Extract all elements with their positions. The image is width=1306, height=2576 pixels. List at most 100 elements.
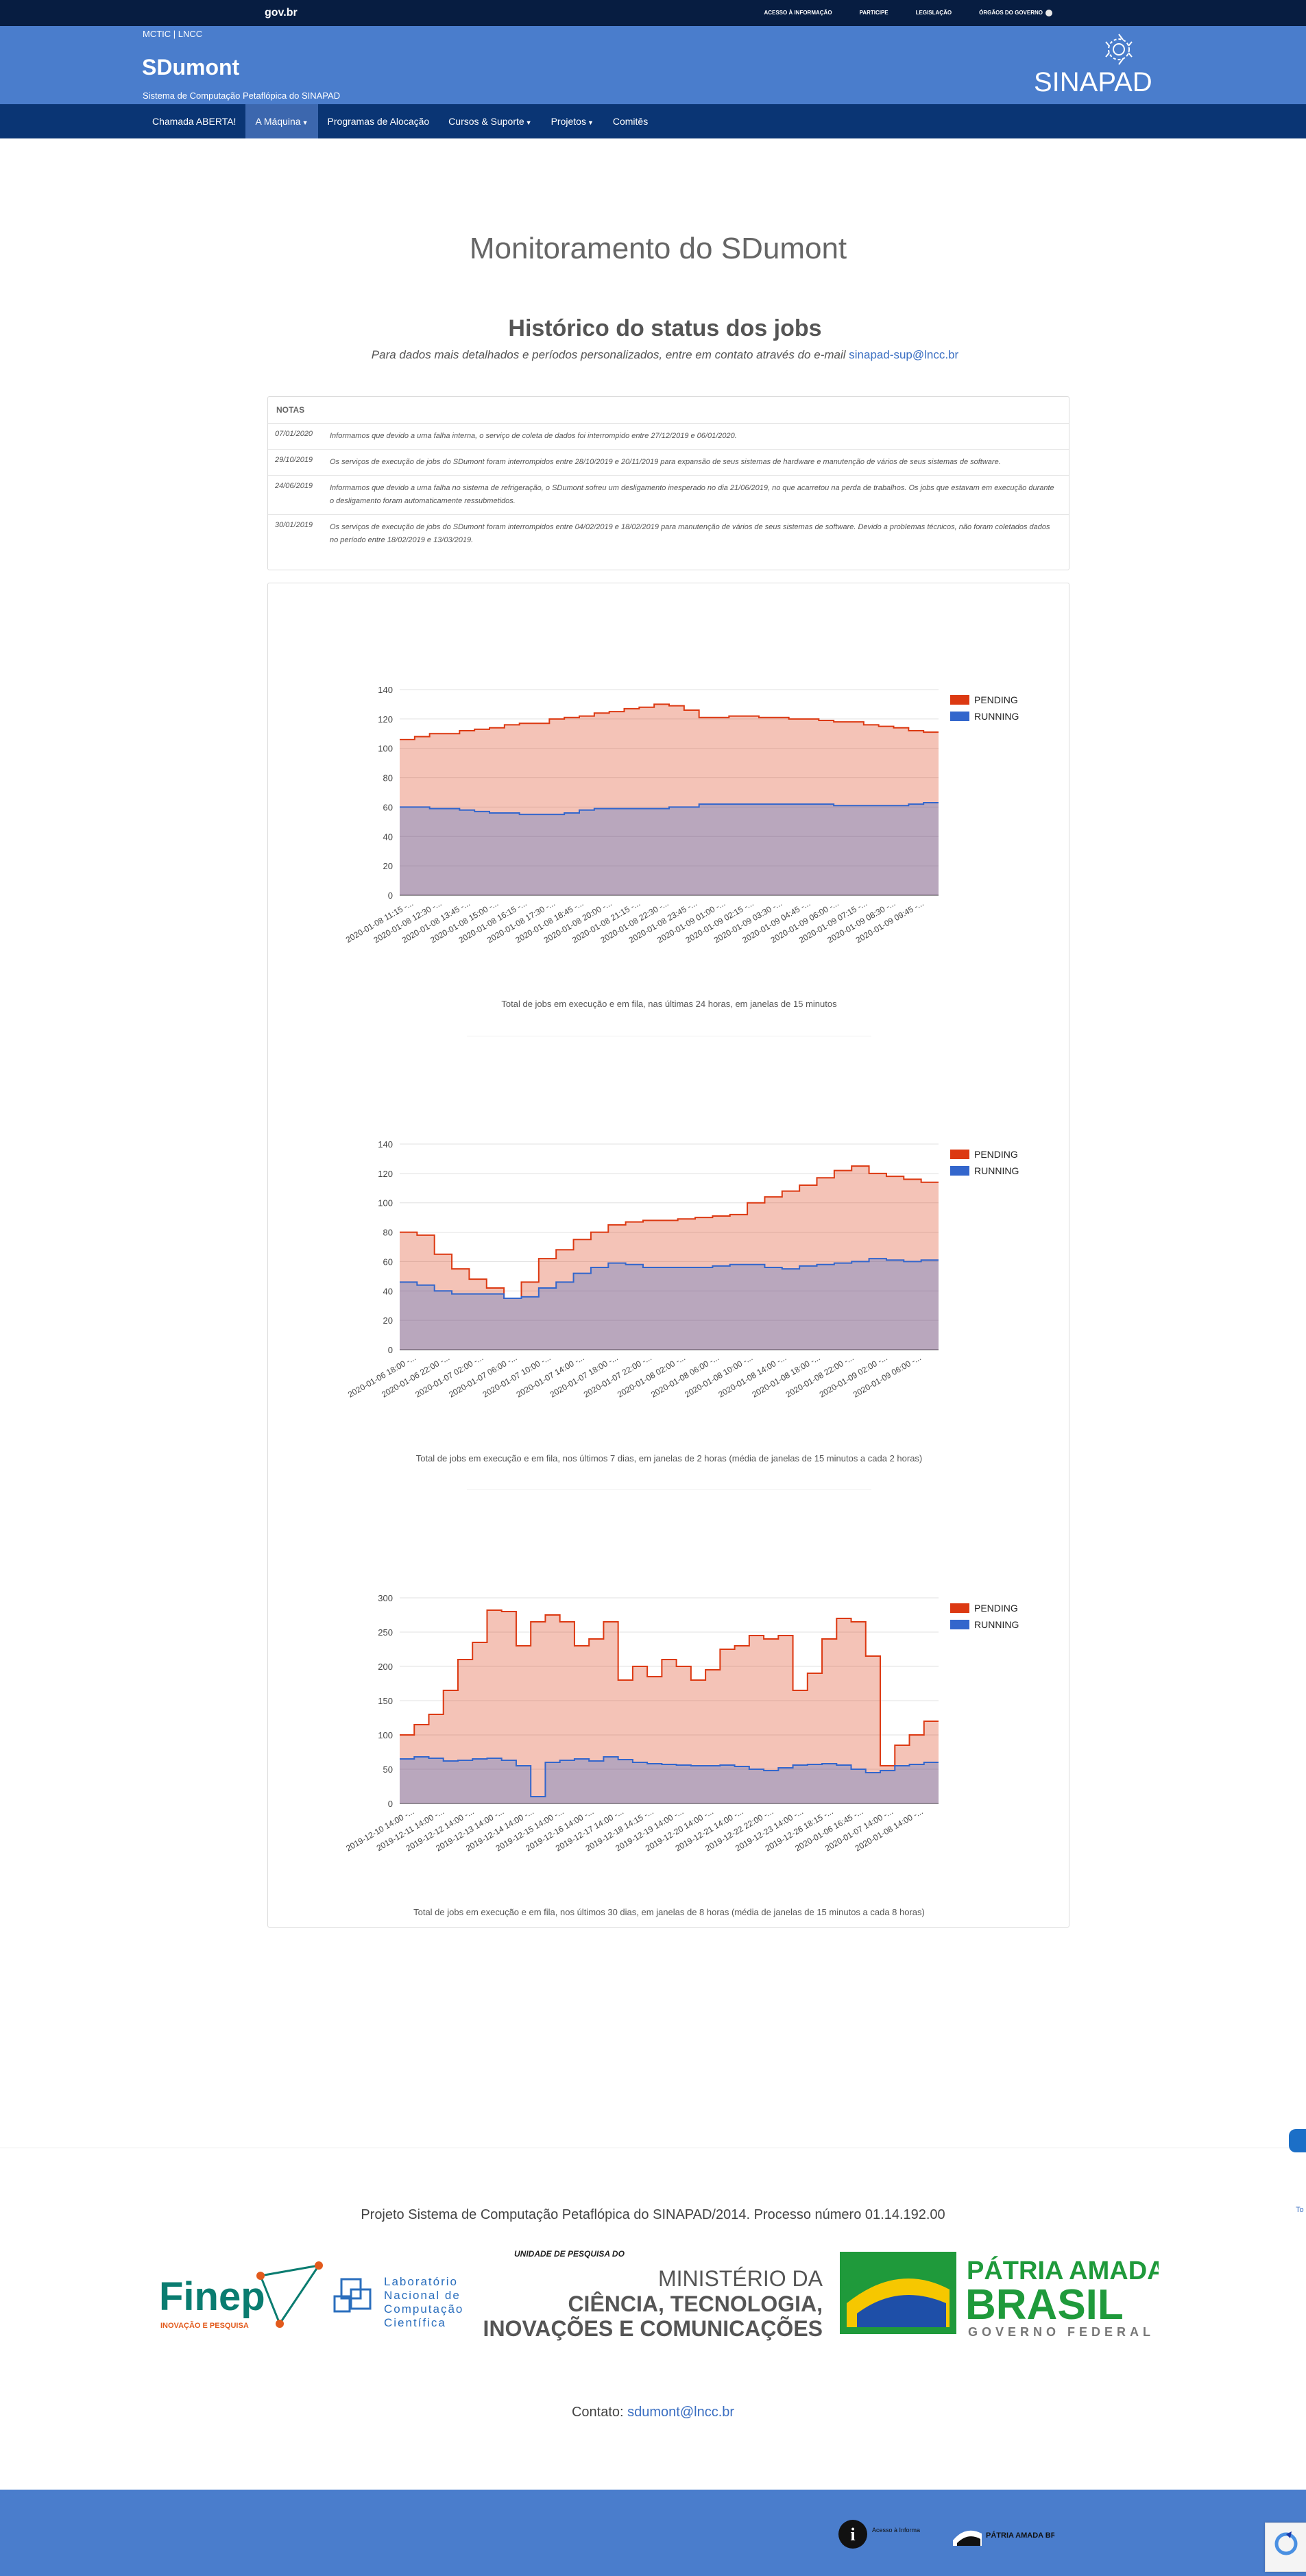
- lncc-line-2: Nacional de: [384, 2289, 461, 2302]
- page-title: Monitoramento do SDumont: [469, 232, 847, 265]
- gov-link-orgaos[interactable]: ÓRGÃOS DO GOVERNO: [979, 10, 1052, 16]
- caret-down-icon: ▼: [302, 119, 309, 126]
- y-tick-label: 140: [378, 1139, 393, 1150]
- site-title[interactable]: SDumont: [142, 55, 240, 80]
- series-area-pending: [400, 1610, 939, 1803]
- chart-24h: 0 20 40 60 80 100 120 140 2020-01-08 11:15 -... 2…: [268, 621, 1069, 1046]
- series-area-running: [400, 1259, 939, 1350]
- chart-caption: Total de jobs em execução e em fila, nas…: [501, 999, 837, 1009]
- y-tick-label: 120: [378, 1169, 393, 1179]
- note-text: Os serviços de execução de jobs do SDumo…: [330, 458, 1001, 466]
- bottom-bar: i Acesso à Informação PÁTRIA AMADA BRASI…: [0, 2490, 1306, 2576]
- notes-panel[interactable]: NOTAS 07/01/2020 Informamos que devido a…: [267, 396, 1069, 570]
- nav-cursos[interactable]: Cursos & Suporte ▼: [448, 116, 532, 127]
- ministerio-line-2: CIÊNCIA, TECNOLOGIA,: [568, 2292, 823, 2316]
- legend-label-running: RUNNING: [974, 1619, 1019, 1630]
- partner-logos: Finep INOVAÇÃO E PESQUISA Laboratório Na…: [159, 2249, 1159, 2341]
- sinapad-email-link[interactable]: sinapad-sup@lncc.br: [849, 348, 959, 361]
- nav-programas[interactable]: Programas de Alocação: [327, 116, 430, 127]
- nav-chamada[interactable]: Chamada ABERTA!: [152, 116, 237, 127]
- lncc-logo[interactable]: Laboratório Nacional de Computação Cient…: [333, 2275, 463, 2329]
- y-tick-label: 60: [383, 1256, 393, 1267]
- y-tick-label: 150: [378, 1696, 393, 1706]
- legend-label-running: RUNNING: [974, 1165, 1019, 1176]
- legend-label-pending: PENDING: [974, 1149, 1018, 1160]
- y-tick-label: 40: [383, 1286, 393, 1296]
- chart-caption: Total de jobs em execução e em fila, nos…: [416, 1453, 923, 1463]
- legend-label-running: RUNNING: [974, 711, 1019, 722]
- gov-links: ACESSO À INFORMAÇÃO PARTICIPE LEGISLAÇÃO…: [764, 10, 1052, 16]
- series-line-pending: [400, 1165, 939, 1299]
- note-item: 24/06/2019 Informamos que devido a uma f…: [268, 476, 1069, 515]
- sinapad-logo-text: SINAPAD: [1034, 67, 1152, 97]
- accessibility-tab[interactable]: [1289, 2129, 1306, 2152]
- ministerio-line-3: INOVAÇÕES E COMUNICAÇÕES: [483, 2316, 823, 2341]
- govbr-logo[interactable]: gov.br: [265, 7, 298, 19]
- side-link[interactable]: To: [1296, 2206, 1304, 2214]
- acesso-info-text: Acesso à Informação: [872, 2527, 920, 2534]
- patria-line-1: PÁTRIA AMADA: [967, 2255, 1159, 2285]
- patria-line-2: BRASIL: [965, 2281, 1124, 2329]
- finep-logo-text: Finep: [159, 2274, 265, 2319]
- y-tick-label: 60: [383, 802, 393, 812]
- legend-swatch-pending: [950, 1150, 969, 1159]
- patria-amada-small-logo[interactable]: PÁTRIA AMADA BRASIL: [952, 2520, 1054, 2547]
- gov-link-legislacao[interactable]: LEGISLAÇÃO: [915, 10, 952, 16]
- legend-swatch-running: [950, 712, 969, 721]
- acesso-informacao-logo[interactable]: i Acesso à Informação: [838, 2518, 920, 2550]
- nav-comites[interactable]: Comitês: [612, 116, 649, 127]
- y-tick-label: 100: [378, 1730, 393, 1740]
- chart-30d: 0 50 100 150 200 250 300 2019-12-10 14:00 -... 2…: [268, 1529, 1069, 1954]
- caret-down-icon: ▼: [525, 119, 532, 126]
- y-tick-label: 100: [378, 744, 393, 754]
- series-line-running: [400, 1258, 939, 1299]
- y-tick-label: 120: [378, 714, 393, 725]
- footer-contact: Contato: sdumont@lncc.br: [571, 2405, 735, 2420]
- patria-amada-logo[interactable]: PÁTRIA AMADA BRASIL GOVERNO FEDERAL: [840, 2252, 1159, 2339]
- nav-a-maquina[interactable]: A Máquina ▼: [245, 104, 318, 138]
- note-date: 29/10/2019: [275, 456, 313, 464]
- info-i-icon: i: [850, 2525, 855, 2544]
- y-tick-label: 0: [388, 890, 393, 901]
- note-item: 07/01/2020 Informamos que devido a uma f…: [268, 424, 1069, 450]
- series-line-pending: [400, 1609, 939, 1766]
- gov-bar: gov.br ACESSO À INFORMAÇÃO PARTICIPE LEG…: [0, 0, 1306, 26]
- note-item: 29/10/2019 Os serviços de execução de jo…: [268, 450, 1069, 476]
- y-tick-label: 0: [388, 1345, 393, 1355]
- brazil-flag-icon: [1045, 10, 1052, 16]
- lncc-line-4: Científica: [384, 2316, 446, 2329]
- site-subtitle: Sistema de Computação Petaflópica do SIN…: [143, 90, 341, 101]
- contact-lead: Para dados mais detalhados e períodos pe…: [371, 348, 959, 361]
- site-header: MCTIC | LNCC SDumont Sistema de Computaç…: [0, 26, 1306, 104]
- charts-panel: 0 20 40 60 80 100 120 140 2020-01-08 11:15 -... 2…: [267, 583, 1069, 1928]
- ministerio-logo[interactable]: UNIDADE DE PESQUISA DO MINISTÉRIO DA CIÊ…: [483, 2249, 823, 2341]
- gov-link-participe[interactable]: PARTICIPE: [859, 10, 888, 16]
- legend-swatch-running: [950, 1166, 969, 1176]
- recaptcha-badge[interactable]: [1265, 2523, 1306, 2572]
- note-text: Informamos que devido a uma falha no sis…: [330, 484, 1054, 505]
- nav-projetos[interactable]: Projetos ▼: [551, 116, 594, 127]
- unidade-text: UNIDADE DE PESQUISA DO: [514, 2249, 625, 2259]
- gov-link-acesso[interactable]: ACESSO À INFORMAÇÃO: [764, 10, 832, 16]
- y-tick-label: 250: [378, 1627, 393, 1638]
- chart-separator: [467, 1489, 871, 1490]
- y-tick-label: 200: [378, 1662, 393, 1672]
- section-title: Histórico do status dos jobs: [508, 315, 822, 341]
- legend-swatch-running: [950, 1620, 969, 1629]
- y-tick-label: 140: [378, 685, 393, 695]
- recaptcha-icon: [1274, 2531, 1298, 2555]
- note-date: 24/06/2019: [275, 482, 313, 490]
- finep-logo[interactable]: Finep INOVAÇÃO E PESQUISA: [159, 2261, 323, 2330]
- mctic-lncc-link[interactable]: MCTIC | LNCC: [143, 29, 203, 39]
- note-item: 30/01/2019 Os serviços de execução de jo…: [268, 515, 1069, 553]
- chart-7d: 0 20 40 60 80 100 120 140 2020-01-06 18:00 -... 2…: [268, 1076, 1069, 1500]
- sinapad-logo[interactable]: SINAPAD: [1031, 33, 1161, 101]
- series-line-running: [400, 802, 939, 816]
- y-tick-label: 0: [388, 1799, 393, 1809]
- contact-email-link[interactable]: sdumont@lncc.br: [627, 2405, 735, 2420]
- y-tick-label: 20: [383, 1315, 393, 1326]
- note-text: Informamos que devido a uma falha intern…: [330, 432, 737, 440]
- series-area-pending: [400, 704, 939, 895]
